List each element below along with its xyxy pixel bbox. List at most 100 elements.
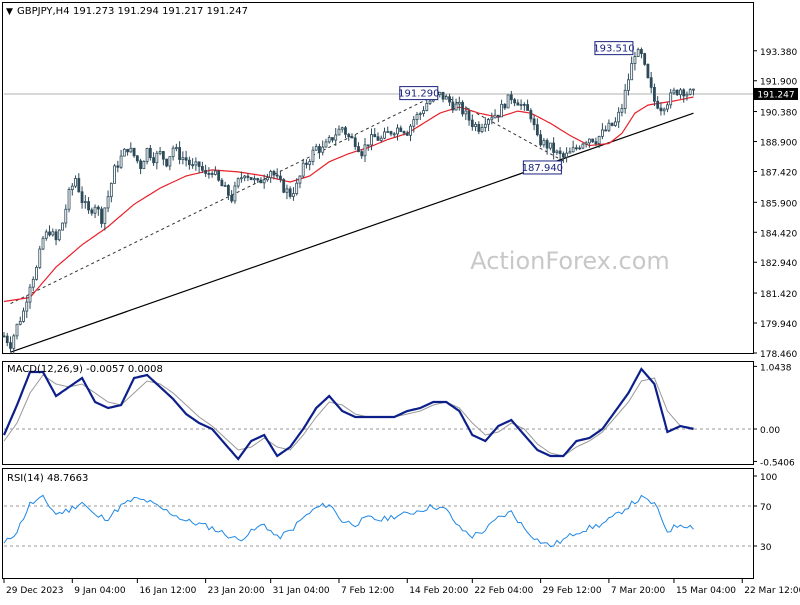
candle-body	[535, 124, 539, 136]
time-tick-label: 7 Mar 20:00	[611, 586, 666, 596]
candle-body	[54, 231, 58, 241]
candle-body	[597, 135, 601, 144]
candle-body	[620, 108, 624, 113]
candle-body	[526, 104, 529, 111]
candle-body	[412, 119, 416, 127]
candle-body	[503, 103, 507, 109]
rsi-pane-frame	[2, 468, 754, 579]
candle-body	[200, 166, 204, 171]
candle-body	[305, 162, 308, 165]
moving-average-line	[3, 96, 694, 303]
candle-body	[2, 335, 6, 338]
price-tick-label: 191.900	[760, 78, 797, 88]
candle-body	[308, 161, 312, 165]
candle-body	[178, 147, 182, 160]
candle-body	[594, 141, 598, 144]
candle-body	[230, 194, 234, 202]
time-tick-label: 29 Feb 12:00	[543, 586, 602, 596]
candle-body	[438, 91, 442, 96]
candle-body	[217, 170, 221, 181]
candle-body	[379, 137, 383, 141]
candle-body	[314, 146, 318, 151]
candle-body	[80, 191, 84, 203]
rsi-indicator: 100 70 30	[3, 473, 777, 553]
candle-body	[545, 140, 549, 149]
candle-body	[682, 89, 686, 97]
candle-body	[116, 165, 120, 168]
candle-body	[12, 335, 16, 349]
candle-body	[38, 248, 42, 268]
candle-body	[561, 153, 565, 158]
candle-body	[646, 63, 650, 79]
candle-body	[272, 171, 276, 176]
candle-body	[96, 206, 100, 210]
candle-body	[422, 110, 425, 114]
price-annotation-label: 187.940	[522, 163, 563, 174]
candle-body	[35, 266, 38, 280]
candle-body	[529, 110, 533, 120]
candle-body	[428, 100, 432, 104]
candle-body	[18, 321, 22, 325]
price-tick-label: 187.420	[760, 168, 797, 178]
candle-body	[565, 152, 569, 158]
macd-pane-frame	[2, 361, 754, 465]
price-tick-label: 184.420	[760, 229, 797, 239]
candle-body	[340, 127, 344, 130]
candle-body	[396, 127, 399, 135]
candle-body	[669, 92, 673, 106]
candle-body	[259, 179, 263, 184]
candle-body	[44, 231, 48, 239]
candle-body	[653, 86, 656, 102]
candle-body	[506, 94, 510, 109]
candle-body	[285, 188, 289, 193]
candle-body	[659, 107, 663, 112]
candle-body	[139, 160, 142, 169]
rsi-line	[3, 494, 694, 548]
candle-body	[688, 89, 692, 95]
candle-body	[360, 151, 364, 157]
candle-body	[103, 207, 107, 224]
candle-body	[464, 110, 468, 115]
macd-label: MACD(12,26,9) -0.0057 0.0008	[7, 364, 163, 375]
candle-body	[240, 177, 243, 180]
candle-body	[542, 140, 546, 146]
candle-body	[90, 209, 94, 214]
candle-body	[415, 114, 419, 121]
candle-body	[516, 102, 520, 106]
candle-body	[477, 123, 481, 132]
candle-body	[93, 206, 97, 214]
candle-body	[522, 104, 526, 106]
candle-body	[275, 174, 279, 177]
candle-body	[357, 146, 360, 153]
price-tick-label: 185.900	[760, 199, 797, 209]
candle-body	[409, 125, 412, 136]
candle-body	[220, 179, 224, 187]
candle-body	[558, 150, 562, 155]
symbol-dropdown-icon[interactable]: ▼	[6, 7, 13, 17]
candle-body	[142, 161, 146, 169]
candle-body	[568, 151, 572, 154]
candle-body	[168, 156, 172, 167]
price-axis: 193.380 191.900 190.380 188.900 187.420 185.9…	[753, 48, 797, 360]
candle-body	[9, 342, 12, 349]
candle-body	[574, 147, 578, 150]
watermark-text: ActionForex.com	[470, 247, 670, 275]
candle-body	[383, 131, 386, 139]
candle-body	[158, 151, 162, 154]
candle-body	[233, 185, 237, 202]
candle-body	[109, 182, 113, 198]
candle-body	[174, 147, 178, 149]
rsi-tick-label: 70	[760, 503, 772, 513]
candle-body	[282, 179, 286, 193]
candle-body	[25, 301, 29, 312]
candle-body	[22, 310, 25, 322]
candle-body	[591, 138, 595, 143]
time-tick-label: 31 Jan 04:00	[273, 586, 330, 596]
candle-body	[337, 128, 341, 136]
candle-body	[373, 134, 377, 138]
candle-body	[441, 91, 445, 100]
candle-body	[77, 178, 81, 193]
price-tick-label: 188.900	[760, 139, 797, 149]
candle-body	[578, 147, 582, 150]
